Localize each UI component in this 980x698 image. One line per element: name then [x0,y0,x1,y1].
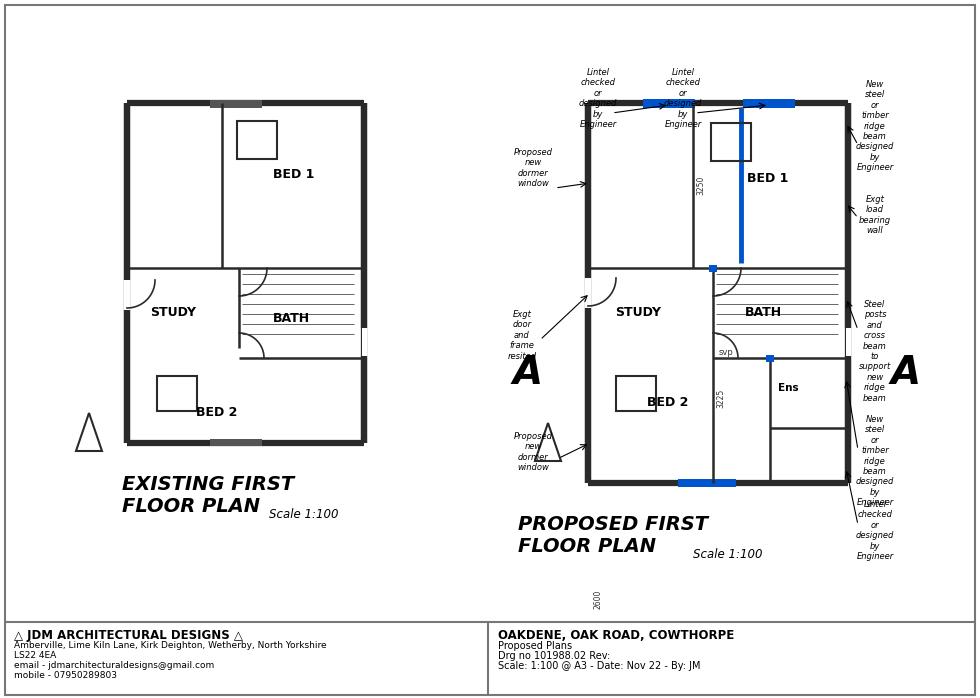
Text: Ens: Ens [778,383,799,393]
Bar [362,328,367,356]
Text: LS22 4EA: LS22 4EA [14,651,56,660]
Text: A: A [891,354,921,392]
Bar [588,103,848,483]
Bar [616,376,656,411]
Polygon shape [76,413,102,451]
Text: STUDY: STUDY [615,306,661,320]
Bar [711,123,751,161]
Text: Drg no 101988.02 Rev:: Drg no 101988.02 Rev: [498,651,611,661]
Text: OAKDENE, OAK ROAD, COWTHORPE: OAKDENE, OAK ROAD, COWTHORPE [498,629,734,642]
Text: BED 1: BED 1 [748,172,789,184]
Text: svp: svp [719,348,734,357]
Bar [678,479,736,487]
Text: Scale: 1:100 @ A3 - Date: Nov 22 - By: JM: Scale: 1:100 @ A3 - Date: Nov 22 - By: J… [498,661,701,671]
Text: 2600: 2600 [594,589,603,609]
Polygon shape [535,423,561,461]
Text: Proposed Plans: Proposed Plans [498,641,572,651]
Bar [766,355,774,362]
Text: Exgt
door
and
frame
resited: Exgt door and frame resited [508,310,537,361]
Text: Scale 1:100: Scale 1:100 [693,548,762,561]
Text: Scale 1:100: Scale 1:100 [269,508,338,521]
Text: 3225: 3225 [716,388,725,408]
Text: New
steel
or
timber
ridge
beam
designed
by
Engineer: New steel or timber ridge beam designed … [856,80,894,172]
Bar [124,280,130,310]
Bar [157,376,197,411]
Text: Lintel
checked
or
designed
by
Engineer: Lintel checked or designed by Engineer [856,500,894,561]
Text: Exgt
load
bearing
wall: Exgt load bearing wall [858,195,891,235]
Text: Steel
posts
and
cross
beam
to
support
new
ridge
beam: Steel posts and cross beam to support ne… [858,300,891,403]
Text: New
steel
or
timber
ridge
beam
designed
by
Engineer: New steel or timber ridge beam designed … [856,415,894,507]
Bar [585,278,591,308]
Bar [210,439,262,446]
Text: BED 2: BED 2 [196,406,238,419]
Text: FLOOR PLAN: FLOOR PLAN [122,497,260,516]
Bar [643,99,695,108]
Text: FLOOR PLAN: FLOOR PLAN [518,537,657,556]
Text: BED 2: BED 2 [648,396,689,410]
Text: STUDY: STUDY [150,306,196,320]
Text: EXISTING FIRST: EXISTING FIRST [122,475,294,494]
Text: BATH: BATH [745,306,782,320]
Text: email - jdmarchitecturaldesigns@gmail.com: email - jdmarchitecturaldesigns@gmail.co… [14,661,215,670]
Text: A: A [513,354,543,392]
Text: Lintel
checked
or
designed
by
Engineer: Lintel checked or designed by Engineer [579,68,617,129]
Text: △ JDM ARCHITECTURAL DESIGNS △: △ JDM ARCHITECTURAL DESIGNS △ [14,629,243,642]
Text: Proposed
new
dormer
window: Proposed new dormer window [514,148,553,188]
Text: PROPOSED FIRST: PROPOSED FIRST [518,515,708,534]
Text: Amberville, Lime Kiln Lane, Kirk Deighton, Wetherby, North Yorkshire: Amberville, Lime Kiln Lane, Kirk Deighto… [14,641,326,650]
Text: 3250: 3250 [697,175,706,195]
Text: Lintel
checked
or
designed
by
Engineer: Lintel checked or designed by Engineer [663,68,703,129]
Text: BATH: BATH [272,311,310,325]
Bar [743,99,795,108]
Bar [846,328,851,356]
Text: BED 1: BED 1 [273,168,315,181]
Bar [127,103,364,443]
Bar [210,100,262,108]
Text: mobile - 07950289803: mobile - 07950289803 [14,671,117,680]
Bar [237,121,277,159]
Bar [709,265,717,272]
Text: Proposed
new
dormer
window: Proposed new dormer window [514,432,553,473]
